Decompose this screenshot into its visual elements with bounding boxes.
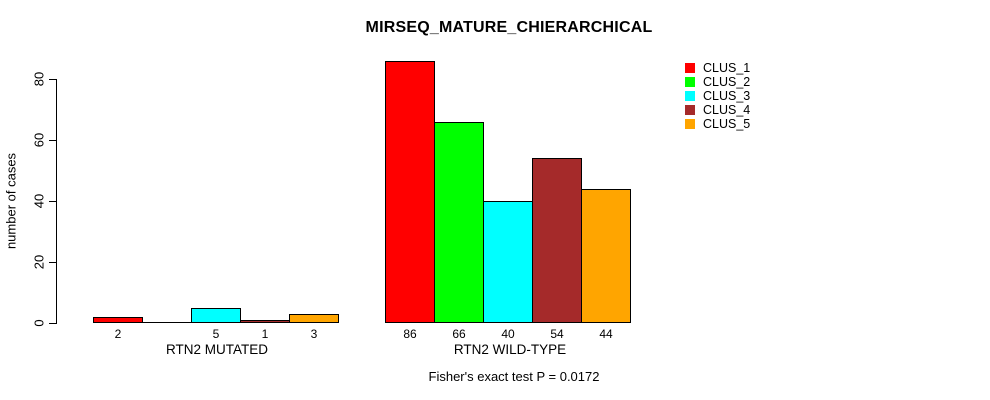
bar-value-label: 54: [550, 327, 564, 341]
bar-CLUS_4: [532, 158, 582, 323]
legend-swatch-CLUS_1: [685, 63, 695, 73]
legend: CLUS_1 CLUS_2 CLUS_3 CLUS_4 CLUS_5: [685, 61, 750, 131]
bar-value-label: 5: [212, 327, 220, 341]
y-tick-label: 60: [31, 132, 47, 148]
y-tick-label: 40: [31, 193, 47, 209]
legend-label: CLUS_1: [703, 61, 751, 75]
y-tick: [49, 201, 56, 202]
y-axis-line: [56, 79, 57, 324]
y-tick: [49, 323, 56, 324]
legend-swatch-CLUS_5: [685, 119, 695, 129]
y-tick-label: 20: [31, 254, 47, 270]
bar-value-label: 86: [403, 327, 417, 341]
bar-CLUS_5: [581, 189, 631, 323]
bar-CLUS_2-zero: [142, 322, 192, 323]
bar-CLUS_1: [93, 317, 143, 323]
legend-label: CLUS_4: [703, 103, 751, 117]
bar-value-label: 1: [261, 327, 269, 341]
stat-annotation: Fisher's exact test P = 0.0172: [428, 369, 600, 384]
legend-item: CLUS_1: [685, 61, 750, 75]
y-axis-label: number of cases: [3, 152, 19, 250]
y-tick: [49, 140, 56, 141]
legend-swatch-CLUS_2: [685, 77, 695, 87]
bar-CLUS_5: [289, 314, 339, 323]
bar-value-label: 66: [452, 327, 466, 341]
legend-label: CLUS_5: [703, 117, 751, 131]
legend-label: CLUS_2: [703, 75, 751, 89]
group-label-rtn2-wild-type: RTN2 WILD-TYPE: [453, 342, 567, 357]
legend-swatch-CLUS_4: [685, 105, 695, 115]
bar-value-label: 2: [114, 327, 122, 341]
y-tick-label: 80: [31, 71, 47, 87]
legend-swatch-CLUS_3: [685, 91, 695, 101]
legend-item: CLUS_2: [685, 75, 750, 89]
legend-label: CLUS_3: [703, 89, 751, 103]
y-tick: [49, 262, 56, 263]
legend-item: CLUS_3: [685, 89, 750, 103]
bar-CLUS_3: [483, 201, 533, 323]
bar-CLUS_2: [434, 122, 484, 323]
bar-CLUS_4: [240, 320, 290, 323]
y-tick: [49, 79, 56, 80]
group-label-rtn2-mutated: RTN2 MUTATED: [165, 342, 269, 357]
bar-value-label: 3: [310, 327, 318, 341]
bar-CLUS_1: [385, 61, 435, 323]
y-tick-label: 0: [31, 319, 47, 327]
legend-item: CLUS_5: [685, 117, 750, 131]
bar-value-label: 40: [501, 327, 515, 341]
chart-title: MIRSEQ_MATURE_CHIERARCHICAL: [365, 19, 653, 36]
bar-CLUS_3: [191, 308, 241, 323]
bar-value-label: 44: [599, 327, 613, 341]
legend-item: CLUS_4: [685, 103, 750, 117]
